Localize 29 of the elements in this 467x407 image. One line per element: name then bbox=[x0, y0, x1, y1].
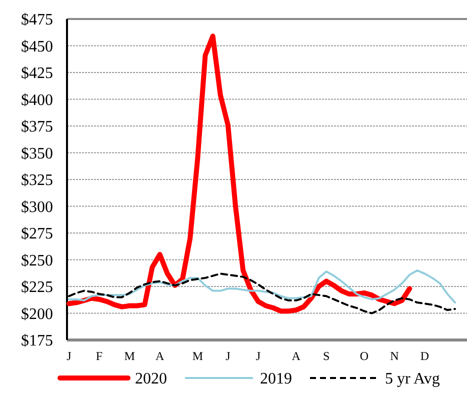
y-tick-label: $375 bbox=[21, 118, 53, 136]
x-tick-label: A bbox=[155, 349, 164, 363]
y-tick-label: $250 bbox=[21, 252, 53, 270]
x-tick-label: N bbox=[390, 349, 400, 363]
y-tick-label: $200 bbox=[21, 306, 53, 323]
y-tick-label: $225 bbox=[21, 279, 53, 296]
line-series bbox=[68, 269, 456, 304]
x-tick-label: M bbox=[124, 349, 136, 363]
y-tick-label: $275 bbox=[21, 226, 53, 243]
x-tick-label: J bbox=[226, 349, 231, 363]
y-tick-label: $400 bbox=[21, 92, 53, 109]
y-tick-label: $475 bbox=[21, 12, 53, 29]
legend-label: 5 yr Avg bbox=[385, 370, 440, 388]
x-tick-label: M bbox=[192, 349, 204, 363]
x-tick-label: D bbox=[420, 349, 430, 363]
y-tick-label: $450 bbox=[21, 38, 53, 56]
y-tick-label: $425 bbox=[21, 65, 53, 82]
x-tick-label: A bbox=[292, 349, 301, 363]
x-tick-label: F bbox=[96, 349, 103, 363]
x-tick-label: J bbox=[66, 349, 72, 363]
x-tick-label: O bbox=[360, 349, 369, 363]
y-tick-label: $325 bbox=[21, 172, 53, 190]
legend-label: 2020 bbox=[135, 370, 167, 388]
y-tick-label: $175 bbox=[21, 332, 53, 350]
x-tick-label: S bbox=[322, 349, 330, 363]
y-tick-label: $350 bbox=[21, 145, 53, 162]
legend-label: 2019 bbox=[260, 370, 292, 388]
y-tick-label: $300 bbox=[21, 198, 53, 216]
x-tick-label: J bbox=[256, 349, 261, 363]
